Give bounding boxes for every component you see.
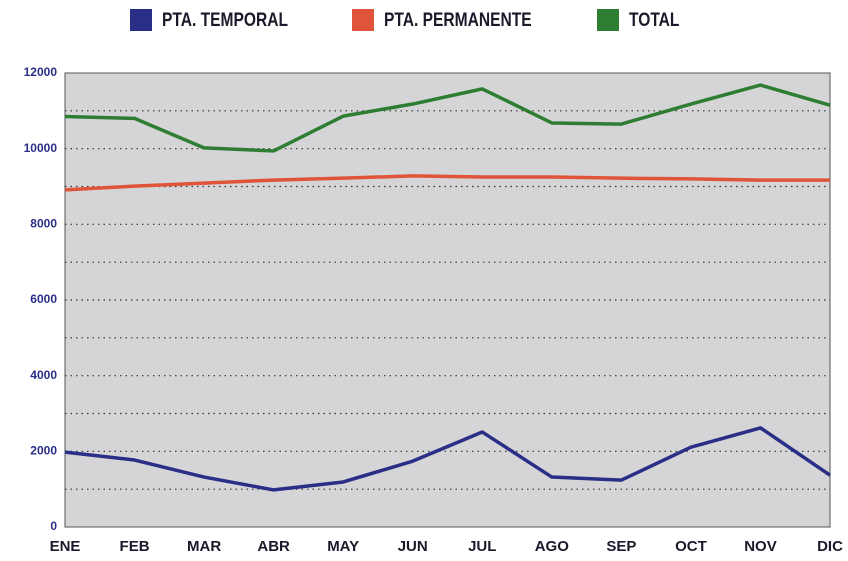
x-tick-label: JUN <box>398 538 428 555</box>
x-tick-label: NOV <box>744 538 777 555</box>
x-tick-label: FEB <box>120 538 150 555</box>
y-tick-label: 10000 <box>24 141 58 155</box>
x-tick-label: JUL <box>468 538 496 555</box>
legend-label: TOTAL <box>629 9 680 31</box>
series-line <box>64 83 831 153</box>
x-tick-label: MAY <box>327 538 359 555</box>
x-tick-label: SEP <box>606 538 636 555</box>
y-tick-label: 2000 <box>30 444 57 458</box>
x-tick-label: AGO <box>535 538 570 555</box>
x-tick-label: ABR <box>257 538 290 555</box>
legend-label: PTA. PERMANENTE <box>384 9 532 31</box>
legend-swatch <box>597 9 619 31</box>
series-line <box>64 426 831 492</box>
legend-label: PTA. TEMPORAL <box>162 9 288 31</box>
y-tick-label: 8000 <box>30 217 57 231</box>
y-tick-label: 6000 <box>30 292 57 306</box>
y-tick-label: 12000 <box>24 65 58 79</box>
y-tick-label: 4000 <box>30 368 57 382</box>
x-tick-label: OCT <box>675 538 707 555</box>
legend-swatch <box>130 9 152 31</box>
y-tick-label: 0 <box>50 519 57 533</box>
x-tick-label: ENE <box>50 538 81 555</box>
x-tick-label: DIC <box>817 538 843 555</box>
legend-swatch <box>352 9 374 31</box>
x-tick-label: MAR <box>187 538 221 555</box>
series-line <box>64 174 830 192</box>
